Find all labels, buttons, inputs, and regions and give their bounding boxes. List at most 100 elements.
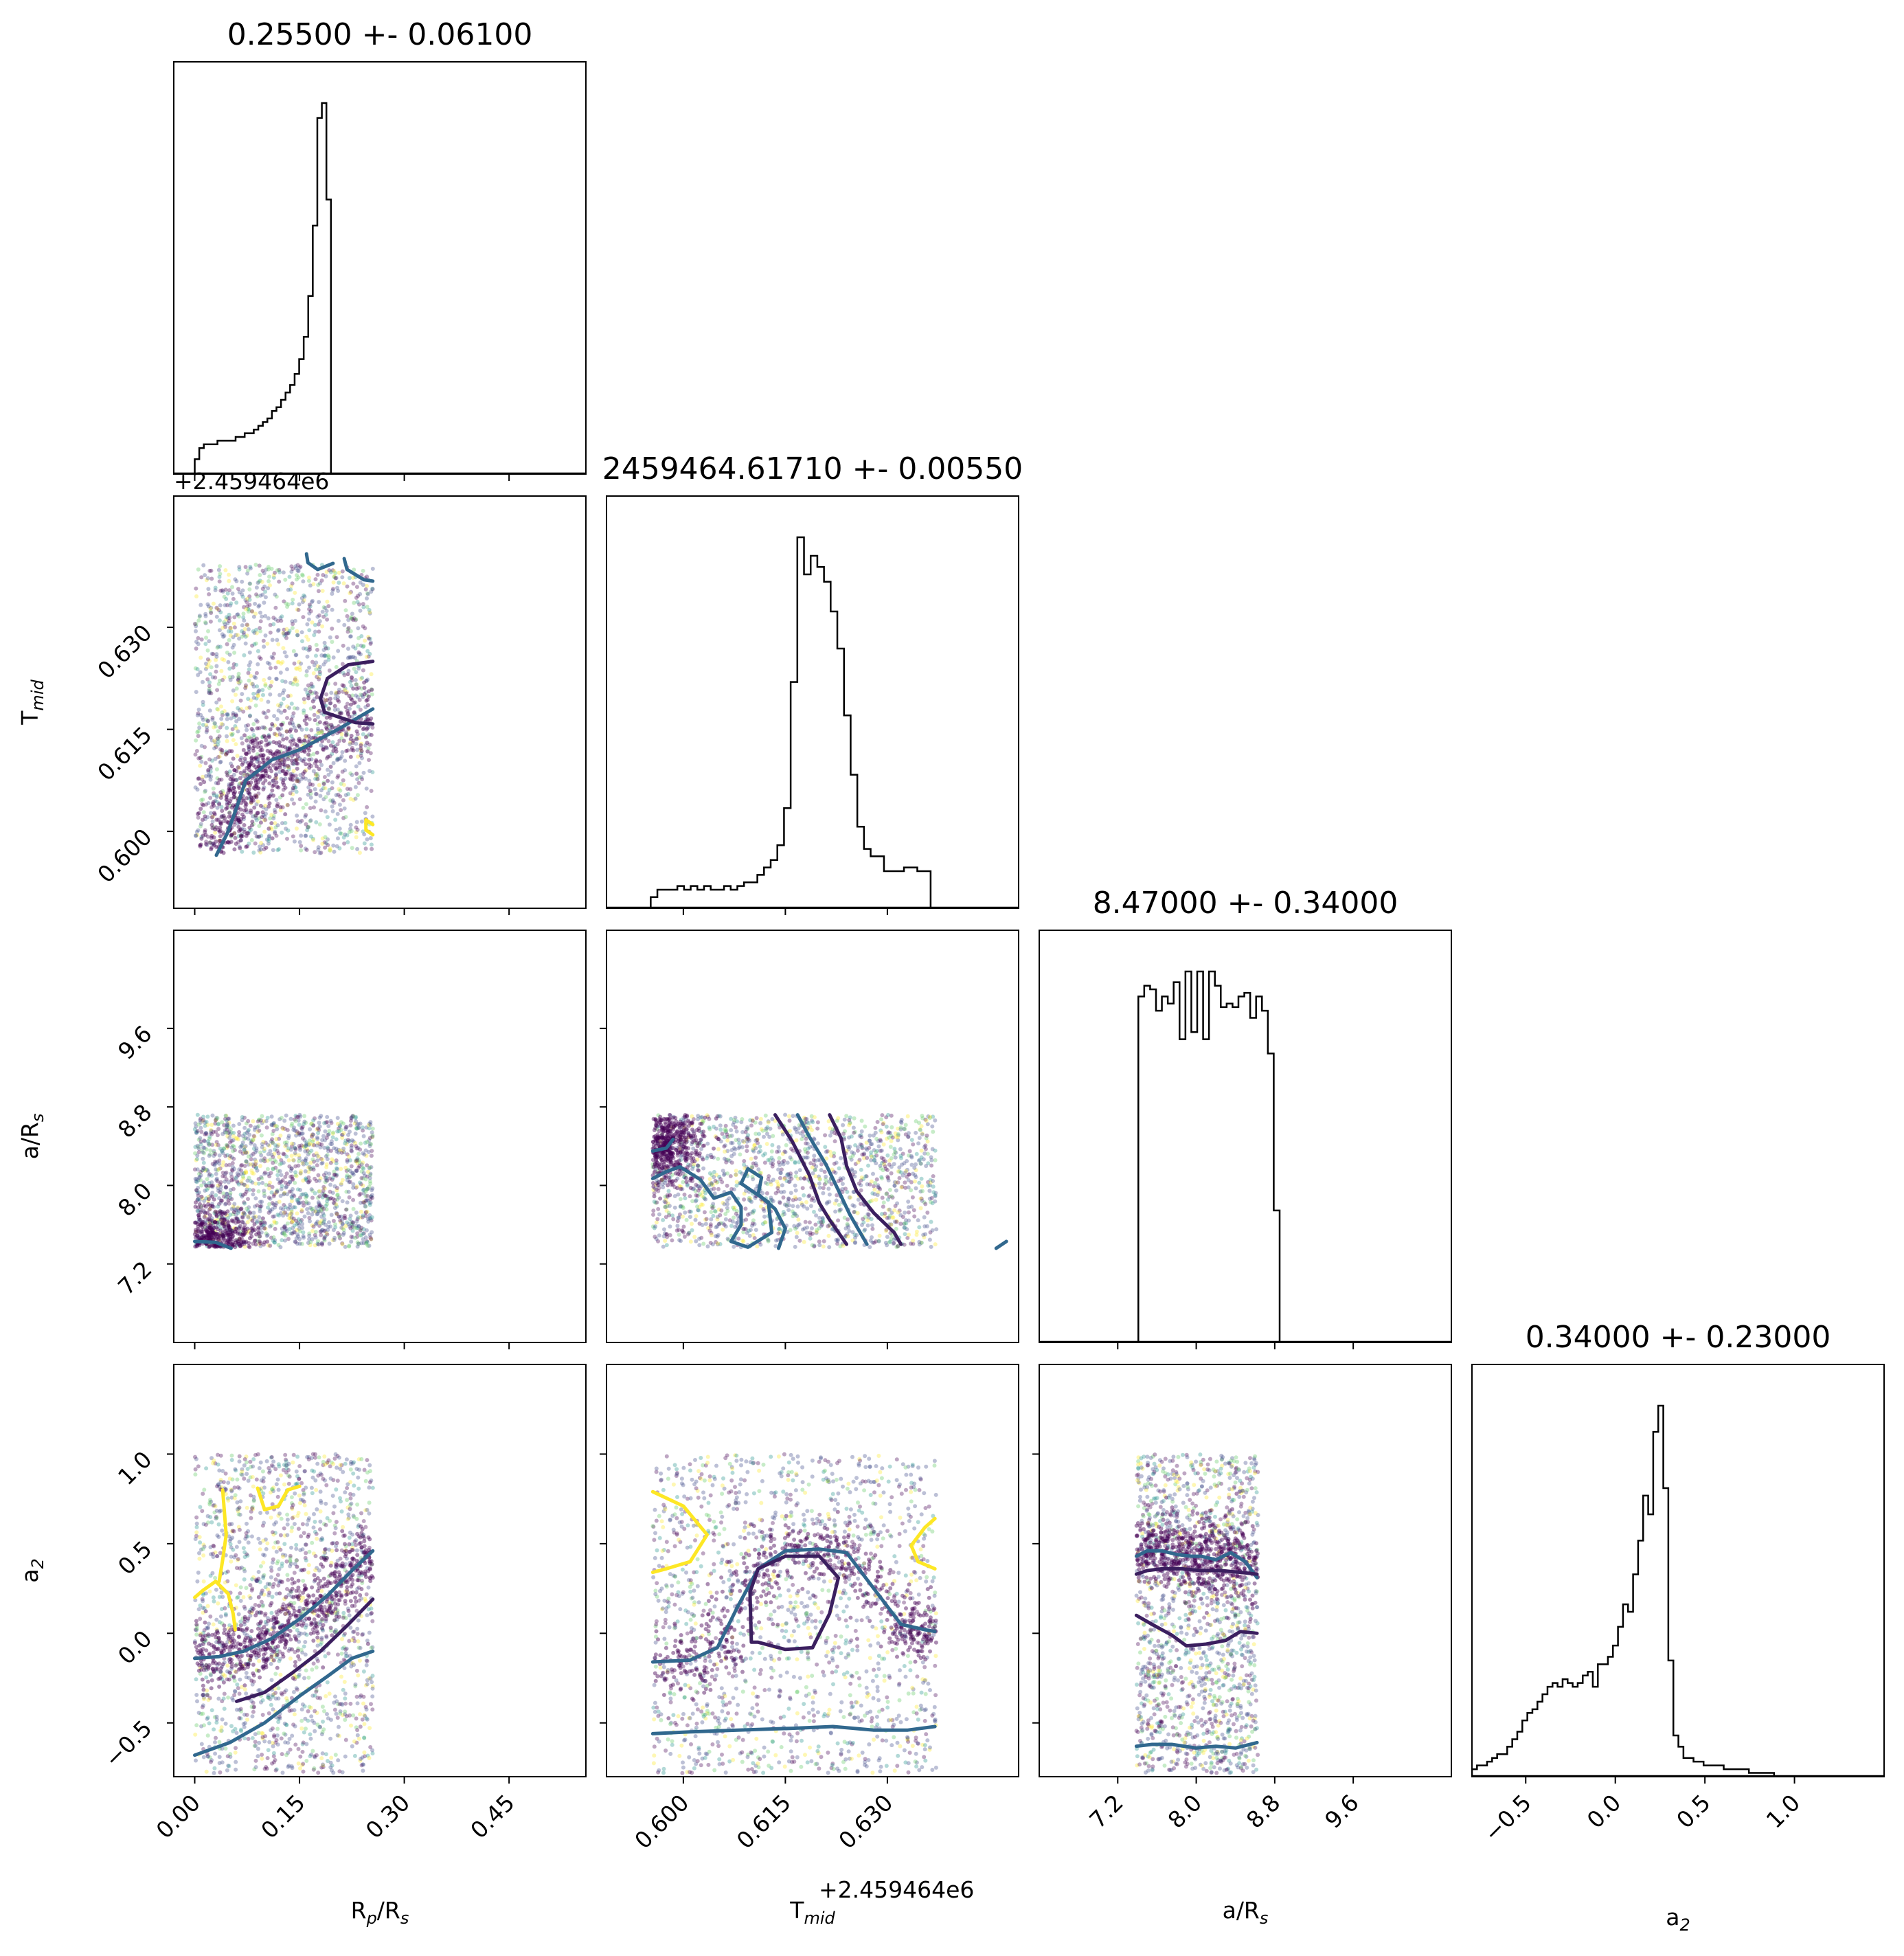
sample-point	[344, 1175, 349, 1180]
sample-point	[210, 842, 214, 846]
sample-point	[249, 798, 253, 802]
sample-point	[242, 1232, 247, 1237]
sample-point	[335, 585, 339, 590]
sample-point	[253, 1162, 258, 1166]
sample-point	[694, 1239, 699, 1244]
sample-point	[348, 1224, 352, 1229]
sample-point	[339, 808, 343, 813]
sample-point	[360, 1215, 365, 1219]
sample-point	[258, 820, 263, 825]
sample-point	[206, 769, 211, 774]
sample-point	[324, 1231, 329, 1235]
sample-point	[652, 1170, 657, 1175]
sample-point	[361, 695, 365, 699]
sample-point	[933, 1199, 938, 1204]
sample-point	[314, 642, 319, 647]
sample-point	[274, 780, 279, 785]
sample-point	[786, 1203, 791, 1208]
sample-point	[201, 703, 205, 707]
sample-point	[293, 1146, 297, 1151]
sample-point	[205, 843, 209, 847]
sample-point	[358, 708, 363, 712]
sample-point	[193, 1230, 198, 1235]
sample-point	[229, 1167, 234, 1172]
sample-point	[196, 642, 201, 647]
sample-point	[364, 655, 369, 659]
sample-point	[278, 616, 283, 620]
sample-point	[319, 728, 324, 733]
sample-point	[280, 1226, 284, 1231]
sample-point	[282, 1118, 287, 1123]
sample-point	[212, 812, 217, 817]
sample-point	[285, 1148, 290, 1153]
sample-point	[209, 1129, 214, 1134]
sample-point	[271, 813, 276, 818]
sample-point	[826, 1233, 831, 1238]
sample-point	[359, 746, 363, 751]
sample-point	[223, 568, 228, 572]
sample-point	[340, 569, 345, 574]
sample-point	[365, 741, 370, 745]
sample-point	[235, 1171, 240, 1176]
sample-point	[225, 840, 230, 844]
sample-point	[193, 666, 198, 671]
sample-point	[365, 1140, 370, 1144]
sample-point	[245, 1220, 250, 1224]
sample-point	[762, 1160, 767, 1165]
sample-point	[206, 1230, 211, 1235]
sample-point	[231, 756, 236, 761]
sample-point	[342, 806, 347, 811]
sample-point	[231, 662, 236, 666]
sample-point	[820, 1222, 824, 1227]
sample-point	[755, 1244, 760, 1249]
sample-point	[760, 1222, 765, 1226]
sample-point	[247, 603, 252, 607]
sample-point	[357, 1160, 362, 1165]
sample-point	[247, 790, 251, 795]
sample-point	[215, 1116, 220, 1121]
sample-point	[309, 1187, 314, 1192]
sample-point	[217, 579, 222, 584]
sample-point	[313, 791, 318, 796]
sample-point	[230, 1165, 235, 1169]
sample-point	[314, 791, 319, 796]
sample-point	[246, 772, 251, 777]
sample-point	[192, 1127, 197, 1132]
sample-point	[776, 1189, 781, 1193]
sample-point	[265, 1116, 270, 1120]
sample-point	[238, 758, 242, 763]
sample-point	[332, 1237, 337, 1242]
sample-point	[240, 1214, 245, 1219]
sample-point	[365, 1187, 370, 1191]
sample-point	[289, 1215, 294, 1220]
sample-point	[918, 1127, 922, 1132]
sample-point	[256, 581, 260, 585]
sample-point	[321, 782, 326, 786]
sample-point	[269, 1190, 274, 1195]
sample-point	[742, 1226, 747, 1231]
sample-point	[222, 1216, 227, 1221]
sample-point	[297, 797, 302, 802]
sample-point	[361, 1171, 366, 1176]
sample-point	[249, 795, 253, 800]
sample-point	[808, 1125, 813, 1129]
sample-point	[304, 768, 308, 773]
sample-point	[859, 1202, 863, 1206]
sample-point	[775, 1186, 780, 1191]
sample-point	[258, 847, 263, 852]
sample-point	[275, 1177, 280, 1182]
sample-point	[335, 695, 340, 699]
sample-point	[278, 1193, 283, 1198]
sample-point	[234, 579, 239, 583]
sample-point	[292, 1193, 297, 1198]
sample-point	[236, 1180, 240, 1185]
sample-point	[753, 1161, 758, 1166]
sample-point	[199, 754, 204, 759]
sample-point	[323, 1234, 328, 1239]
sample-point	[358, 1147, 363, 1152]
sample-point	[212, 825, 216, 829]
sample-point	[361, 1176, 365, 1181]
sample-point	[366, 1219, 371, 1224]
sample-point	[274, 1189, 279, 1194]
sample-point	[335, 698, 340, 703]
